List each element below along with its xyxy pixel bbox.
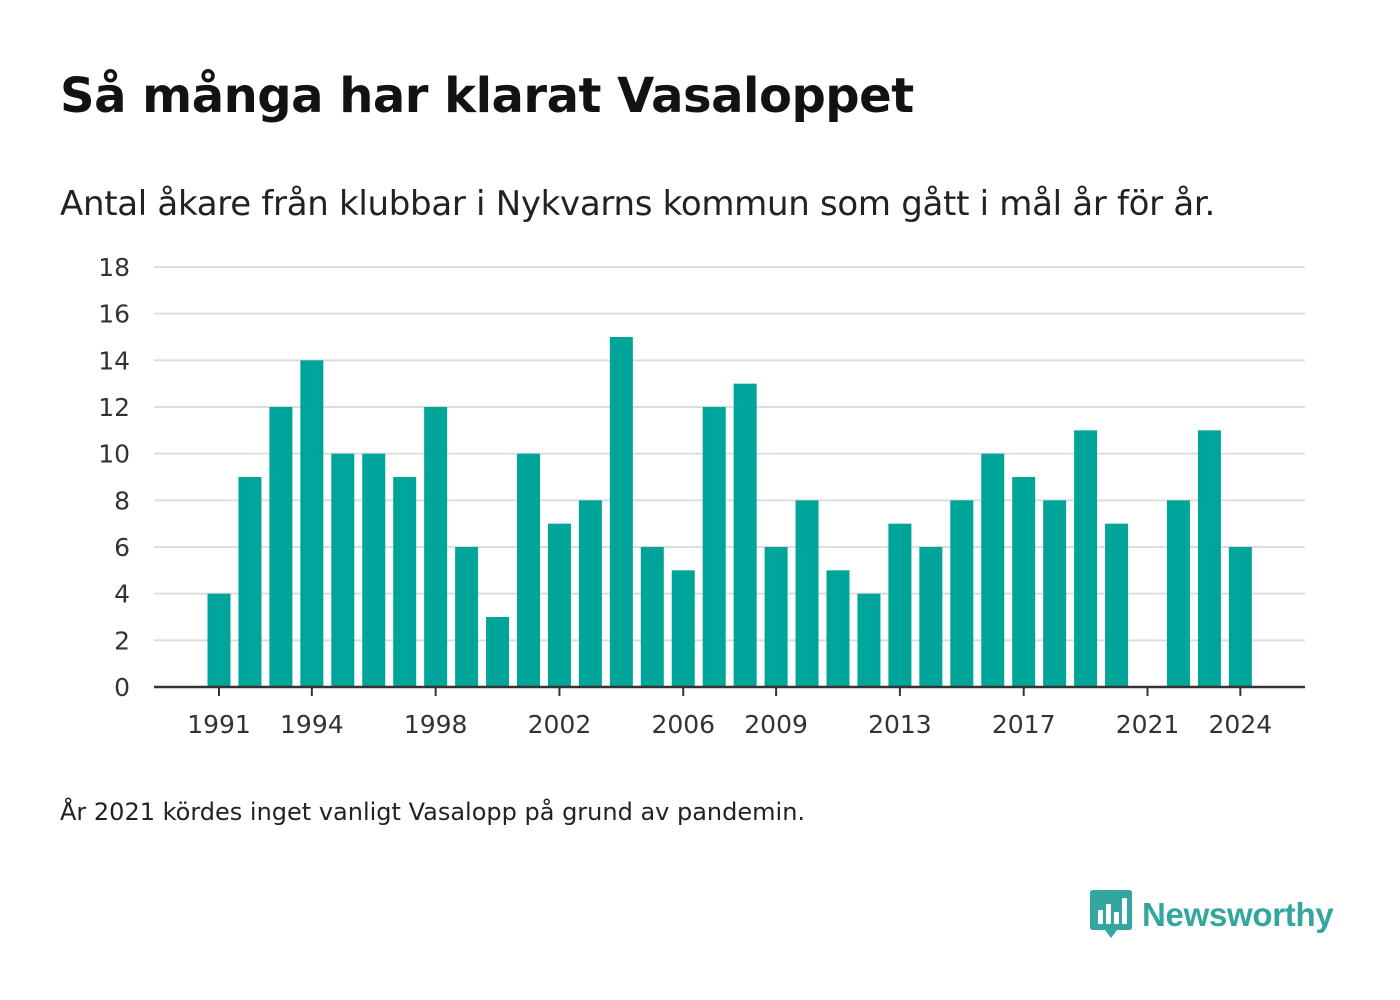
y-tick-label: 2 [114,626,130,655]
newsworthy-chart-bubble-icon [1090,890,1132,938]
bar-1992 [238,477,262,687]
gridlines [154,266,1305,642]
y-axis: 0 2 4 6 8 10 12 14 16 18 [98,253,130,702]
y-tick-label: 16 [98,300,130,329]
footnote: År 2021 kördes inget vanligt Vasalopp på… [60,798,806,826]
x-tick-label: 2021 [1116,710,1180,739]
bar-2008 [733,383,757,687]
bar-1999 [455,547,479,687]
bar-2017 [1012,477,1036,687]
bar-1996 [362,453,386,687]
bar-2020 [1105,523,1129,687]
bar-chart: 0 2 4 6 8 10 12 14 16 18 1991 1994 1998 2002 2006 2009… [98,253,1305,739]
y-tick-label: 12 [98,393,130,422]
bar-1998 [424,407,448,687]
bar-2010 [795,500,819,687]
y-tick-label: 0 [114,673,130,702]
bars [207,337,1252,687]
y-tick-label: 4 [114,580,130,609]
chart-subtitle: Antal åkare från klubbar i Nykvarns komm… [60,184,1215,224]
bar-2011 [826,570,850,687]
x-tick-label: 1998 [404,710,468,739]
x-tick-label: 2002 [528,710,592,739]
bar-2005 [640,547,664,687]
bar-2000 [486,617,510,687]
bar-2013 [888,523,912,687]
bar-2015 [950,500,974,687]
bar-2019 [1074,430,1098,687]
y-tick-label: 14 [98,346,130,375]
x-axis: 1991 1994 1998 2002 2006 2009 2013 2017 2021 2024 [154,685,1305,739]
bar-2001 [517,453,540,687]
bar-2014 [919,547,943,687]
bar-2018 [1043,500,1067,687]
bar-1997 [393,477,417,687]
bar-2012 [857,593,881,687]
bar-2006 [671,570,695,687]
x-tick-label: 2013 [868,710,932,739]
x-tick-label: 1991 [187,710,251,739]
chart-title: Så många har klarat Vasaloppet [60,68,914,124]
bar-2009 [764,547,788,687]
bar-2023 [1197,430,1221,687]
x-tick-label: 2017 [992,710,1056,739]
y-tick-label: 18 [98,253,130,282]
x-tick-label: 1994 [280,710,344,739]
bar-1993 [269,407,293,687]
bar-2016 [981,453,1005,687]
bar-1994 [300,360,324,687]
y-tick-label: 6 [114,533,130,562]
bar-2004 [609,337,633,687]
bar-2022 [1166,500,1190,687]
logo-text: Newsworthy [1142,896,1334,933]
y-tick-label: 8 [114,486,130,515]
x-tick-label: 2009 [744,710,808,739]
bar-2024 [1228,547,1252,687]
x-tick-label: 2006 [651,710,715,739]
bar-2002 [547,523,571,687]
bar-2003 [578,500,602,687]
bar-1995 [331,453,355,687]
bar-1991 [207,593,231,687]
bar-2007 [702,407,726,687]
x-tick-label: 2024 [1209,710,1273,739]
newsworthy-logo: Newsworthy [1090,890,1334,940]
y-tick-label: 10 [98,440,130,469]
